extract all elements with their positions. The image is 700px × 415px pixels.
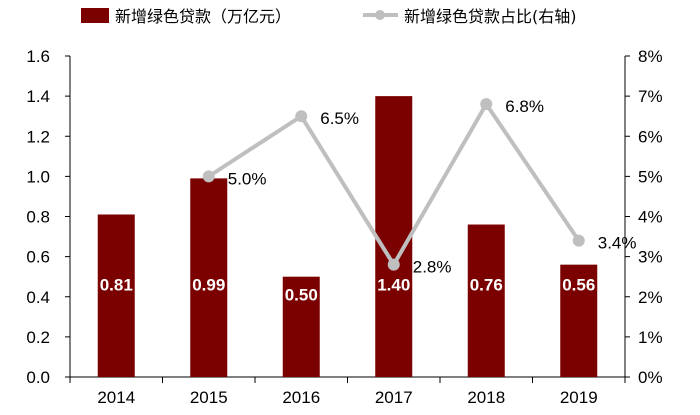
line-series [202,98,585,271]
bar-label-2016: 0.50 [285,286,318,305]
left-tick-label: 1.4 [26,87,50,106]
bar-series [97,96,598,377]
share-label-2017: 2.8% [413,258,452,277]
bar-label-2014: 0.81 [100,276,133,295]
bar-2016 [282,276,320,377]
bar-2017 [375,96,413,377]
bar-2015 [190,178,228,377]
legend-swatch-bar [81,8,109,23]
right-tick-label: 4% [638,208,663,227]
x-tick-label-2019: 2019 [560,388,598,407]
left-tick-label: 0.0 [26,368,50,387]
share-label-2018: 6.8% [505,97,544,116]
share-label-2019: 3.4% [598,234,637,253]
share-point-2016 [295,110,308,123]
right-tick-label: 8% [638,47,663,66]
left-tick-label: 1.2 [26,127,50,146]
line-value-labels: 5.0% 6.5% 2.8% 6.8% 3.4% [228,97,637,277]
right-tick-label: 6% [638,127,663,146]
right-axis-ticks: 0% 1% 2% 3% 4% 5% 6% 7% 8% [625,47,663,387]
share-label-2016: 6.5% [320,109,359,128]
x-tick-label-2016: 2016 [282,388,320,407]
left-tick-label: 1.6 [26,47,50,66]
share-point-2018 [480,98,493,111]
right-tick-label: 2% [638,288,663,307]
right-tick-label: 7% [638,87,663,106]
legend: 新增绿色贷款（万亿元） 新增绿色贷款占比(右轴) [81,7,577,26]
right-tick-label: 1% [638,328,663,347]
x-tick-label-2017: 2017 [375,388,413,407]
left-axis-ticks: 0.0 0.2 0.4 0.6 0.8 1.0 1.2 1.4 1.6 [26,47,70,387]
left-tick-label: 0.2 [26,328,50,347]
left-tick-label: 0.8 [26,208,50,227]
right-tick-label: 5% [638,167,663,186]
bar-label-2018: 0.76 [470,276,503,295]
x-axis-ticks: 2014 2015 2016 2017 2018 2019 [69,377,626,407]
left-tick-label: 0.6 [26,248,50,267]
legend-marker [375,10,385,20]
right-tick-label: 3% [638,248,663,267]
share-point-2017 [387,258,400,271]
bar-value-labels: 0.81 0.99 0.50 1.40 0.76 0.56 [100,276,596,305]
x-tick-label-2018: 2018 [467,388,505,407]
right-tick-label: 0% [638,368,663,387]
bar-label-2019: 0.56 [562,276,595,295]
bar-2014 [97,214,135,377]
bar-label-2017: 1.40 [377,276,410,295]
legend-label-share-right-axis: 新增绿色贷款占比(右轴) [404,7,577,26]
x-tick-label-2015: 2015 [190,388,228,407]
left-tick-label: 0.4 [26,288,50,307]
legend-label-new-green-loans: 新增绿色贷款（万亿元） [115,7,291,26]
share-point-2019 [572,234,585,247]
left-tick-label: 1.0 [26,167,50,186]
x-tick-label-2014: 2014 [97,388,135,407]
bar-2018 [467,224,505,377]
bar-label-2015: 0.99 [192,276,225,295]
bar-2019 [560,264,598,377]
share-label-2015: 5.0% [228,169,267,188]
share-point-2015 [202,170,215,183]
